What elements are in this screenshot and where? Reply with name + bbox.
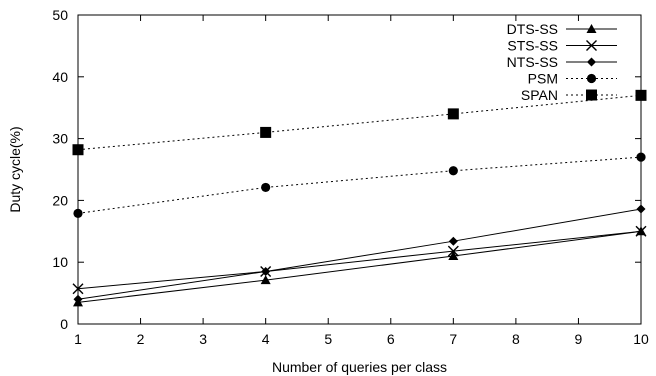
series-nts-ss bbox=[73, 204, 646, 304]
y-tick-label: 40 bbox=[52, 69, 68, 85]
series-line-sts-ss bbox=[77, 230, 642, 290]
plot-area-frame bbox=[77, 14, 642, 325]
x-tick-label: 1 bbox=[74, 331, 82, 347]
legend-label-nts-ss: NTS-SS bbox=[507, 54, 558, 70]
series-line-span bbox=[77, 94, 642, 151]
x-tick-label: 3 bbox=[199, 331, 207, 347]
legend-label-span: SPAN bbox=[521, 87, 558, 103]
x-tick-label: 4 bbox=[262, 331, 270, 347]
x-tick-label: 8 bbox=[512, 331, 520, 347]
data-point-psm bbox=[261, 182, 271, 193]
series-psm bbox=[73, 152, 646, 218]
data-point-dts-ss bbox=[260, 275, 271, 285]
data-point-sts-ss bbox=[447, 245, 459, 257]
data-point-span bbox=[447, 108, 459, 120]
x-tick-label: 9 bbox=[575, 331, 583, 347]
data-point-nts-ss bbox=[448, 236, 458, 246]
series-line-psm bbox=[77, 156, 642, 214]
tick-labels: 1 2 3 4 5 6 7 8 9 10 0 10 20 30 40 50 bbox=[52, 7, 649, 347]
series-span bbox=[72, 89, 647, 156]
y-tick-label: 50 bbox=[52, 7, 68, 23]
series-group bbox=[72, 89, 647, 307]
series-dts-ss bbox=[73, 226, 646, 307]
legend-marker-dts-ss bbox=[586, 24, 597, 33]
x-axis-title: Number of queries per class bbox=[272, 359, 447, 375]
data-point-dts-ss bbox=[448, 251, 459, 261]
legend-marker-sts-ss bbox=[586, 40, 597, 51]
data-point-span bbox=[260, 126, 272, 138]
series-sts-ss bbox=[72, 225, 647, 295]
y-axis-title: Duty cycle(%) bbox=[7, 126, 23, 212]
legend-label-dts-ss: DTS-SS bbox=[507, 21, 558, 37]
y-tick-label: 20 bbox=[52, 192, 68, 208]
y-tick-label: 0 bbox=[60, 316, 68, 332]
x-tick-label: 2 bbox=[137, 331, 145, 347]
x-tick-label: 7 bbox=[449, 331, 457, 347]
legend-label-psm: PSM bbox=[528, 71, 558, 87]
y-tick-label: 10 bbox=[52, 254, 68, 270]
marker-stroke bbox=[447, 245, 459, 257]
legend-marker-psm bbox=[586, 73, 597, 84]
series-line-dts-ss bbox=[77, 230, 642, 303]
legend-marker-span bbox=[586, 89, 597, 101]
marker-stroke bbox=[586, 40, 597, 51]
series-line-nts-ss bbox=[77, 208, 642, 300]
y-tick-label: 30 bbox=[52, 131, 68, 147]
data-point-psm bbox=[448, 166, 458, 176]
x-tick-label: 6 bbox=[387, 331, 395, 347]
data-point-nts-ss bbox=[261, 266, 271, 276]
x-tick-label: 10 bbox=[633, 331, 649, 347]
tick-marks bbox=[77, 14, 642, 325]
legend-marker-nts-ss bbox=[587, 57, 596, 67]
x-tick-label: 5 bbox=[324, 331, 332, 347]
legend-label-sts-ss: STS-SS bbox=[507, 38, 558, 54]
